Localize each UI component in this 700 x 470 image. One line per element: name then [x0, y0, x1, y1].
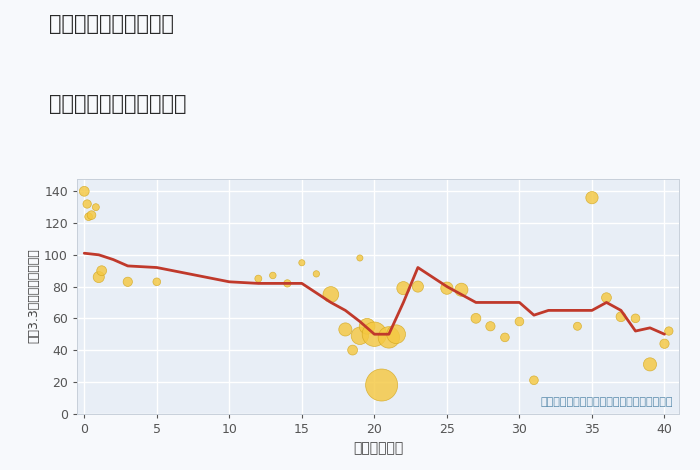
- Point: [630, 314, 641, 322]
- Point: [253, 275, 264, 282]
- Point: [90, 204, 101, 211]
- Text: 円の大きさは、取引のあった物件面積を示す: 円の大きさは、取引のあった物件面積を示す: [540, 397, 673, 407]
- Point: [347, 346, 358, 354]
- Point: [311, 270, 322, 278]
- Point: [441, 284, 452, 292]
- Point: [412, 283, 423, 290]
- Point: [456, 286, 467, 293]
- Point: [83, 213, 94, 220]
- Point: [398, 284, 409, 292]
- Point: [326, 291, 337, 298]
- Point: [96, 267, 107, 274]
- Point: [122, 278, 134, 286]
- Point: [340, 326, 351, 333]
- Text: 大阪府高槻市富田町の: 大阪府高槻市富田町の: [49, 14, 174, 34]
- Point: [470, 314, 482, 322]
- Text: 築年数別中古戸建て価格: 築年数別中古戸建て価格: [49, 94, 186, 114]
- Point: [296, 259, 307, 266]
- Point: [86, 212, 97, 219]
- Point: [615, 313, 626, 321]
- Point: [601, 294, 612, 301]
- Y-axis label: 坪（3.3㎡）単価（万円）: 坪（3.3㎡）単価（万円）: [27, 249, 40, 344]
- Point: [354, 332, 365, 339]
- Point: [514, 318, 525, 325]
- Point: [384, 334, 395, 341]
- Point: [78, 188, 90, 195]
- Point: [376, 381, 387, 389]
- Point: [659, 340, 670, 347]
- Point: [528, 376, 540, 384]
- Point: [369, 330, 380, 338]
- X-axis label: 築年数（年）: 築年数（年）: [353, 441, 403, 455]
- Point: [391, 330, 402, 338]
- Point: [151, 278, 162, 286]
- Point: [572, 322, 583, 330]
- Point: [267, 272, 279, 279]
- Point: [663, 327, 674, 335]
- Point: [281, 280, 293, 287]
- Point: [587, 194, 598, 202]
- Point: [499, 334, 510, 341]
- Point: [354, 254, 365, 262]
- Point: [485, 322, 496, 330]
- Point: [645, 360, 656, 368]
- Point: [93, 273, 104, 281]
- Point: [82, 200, 93, 208]
- Point: [361, 322, 372, 330]
